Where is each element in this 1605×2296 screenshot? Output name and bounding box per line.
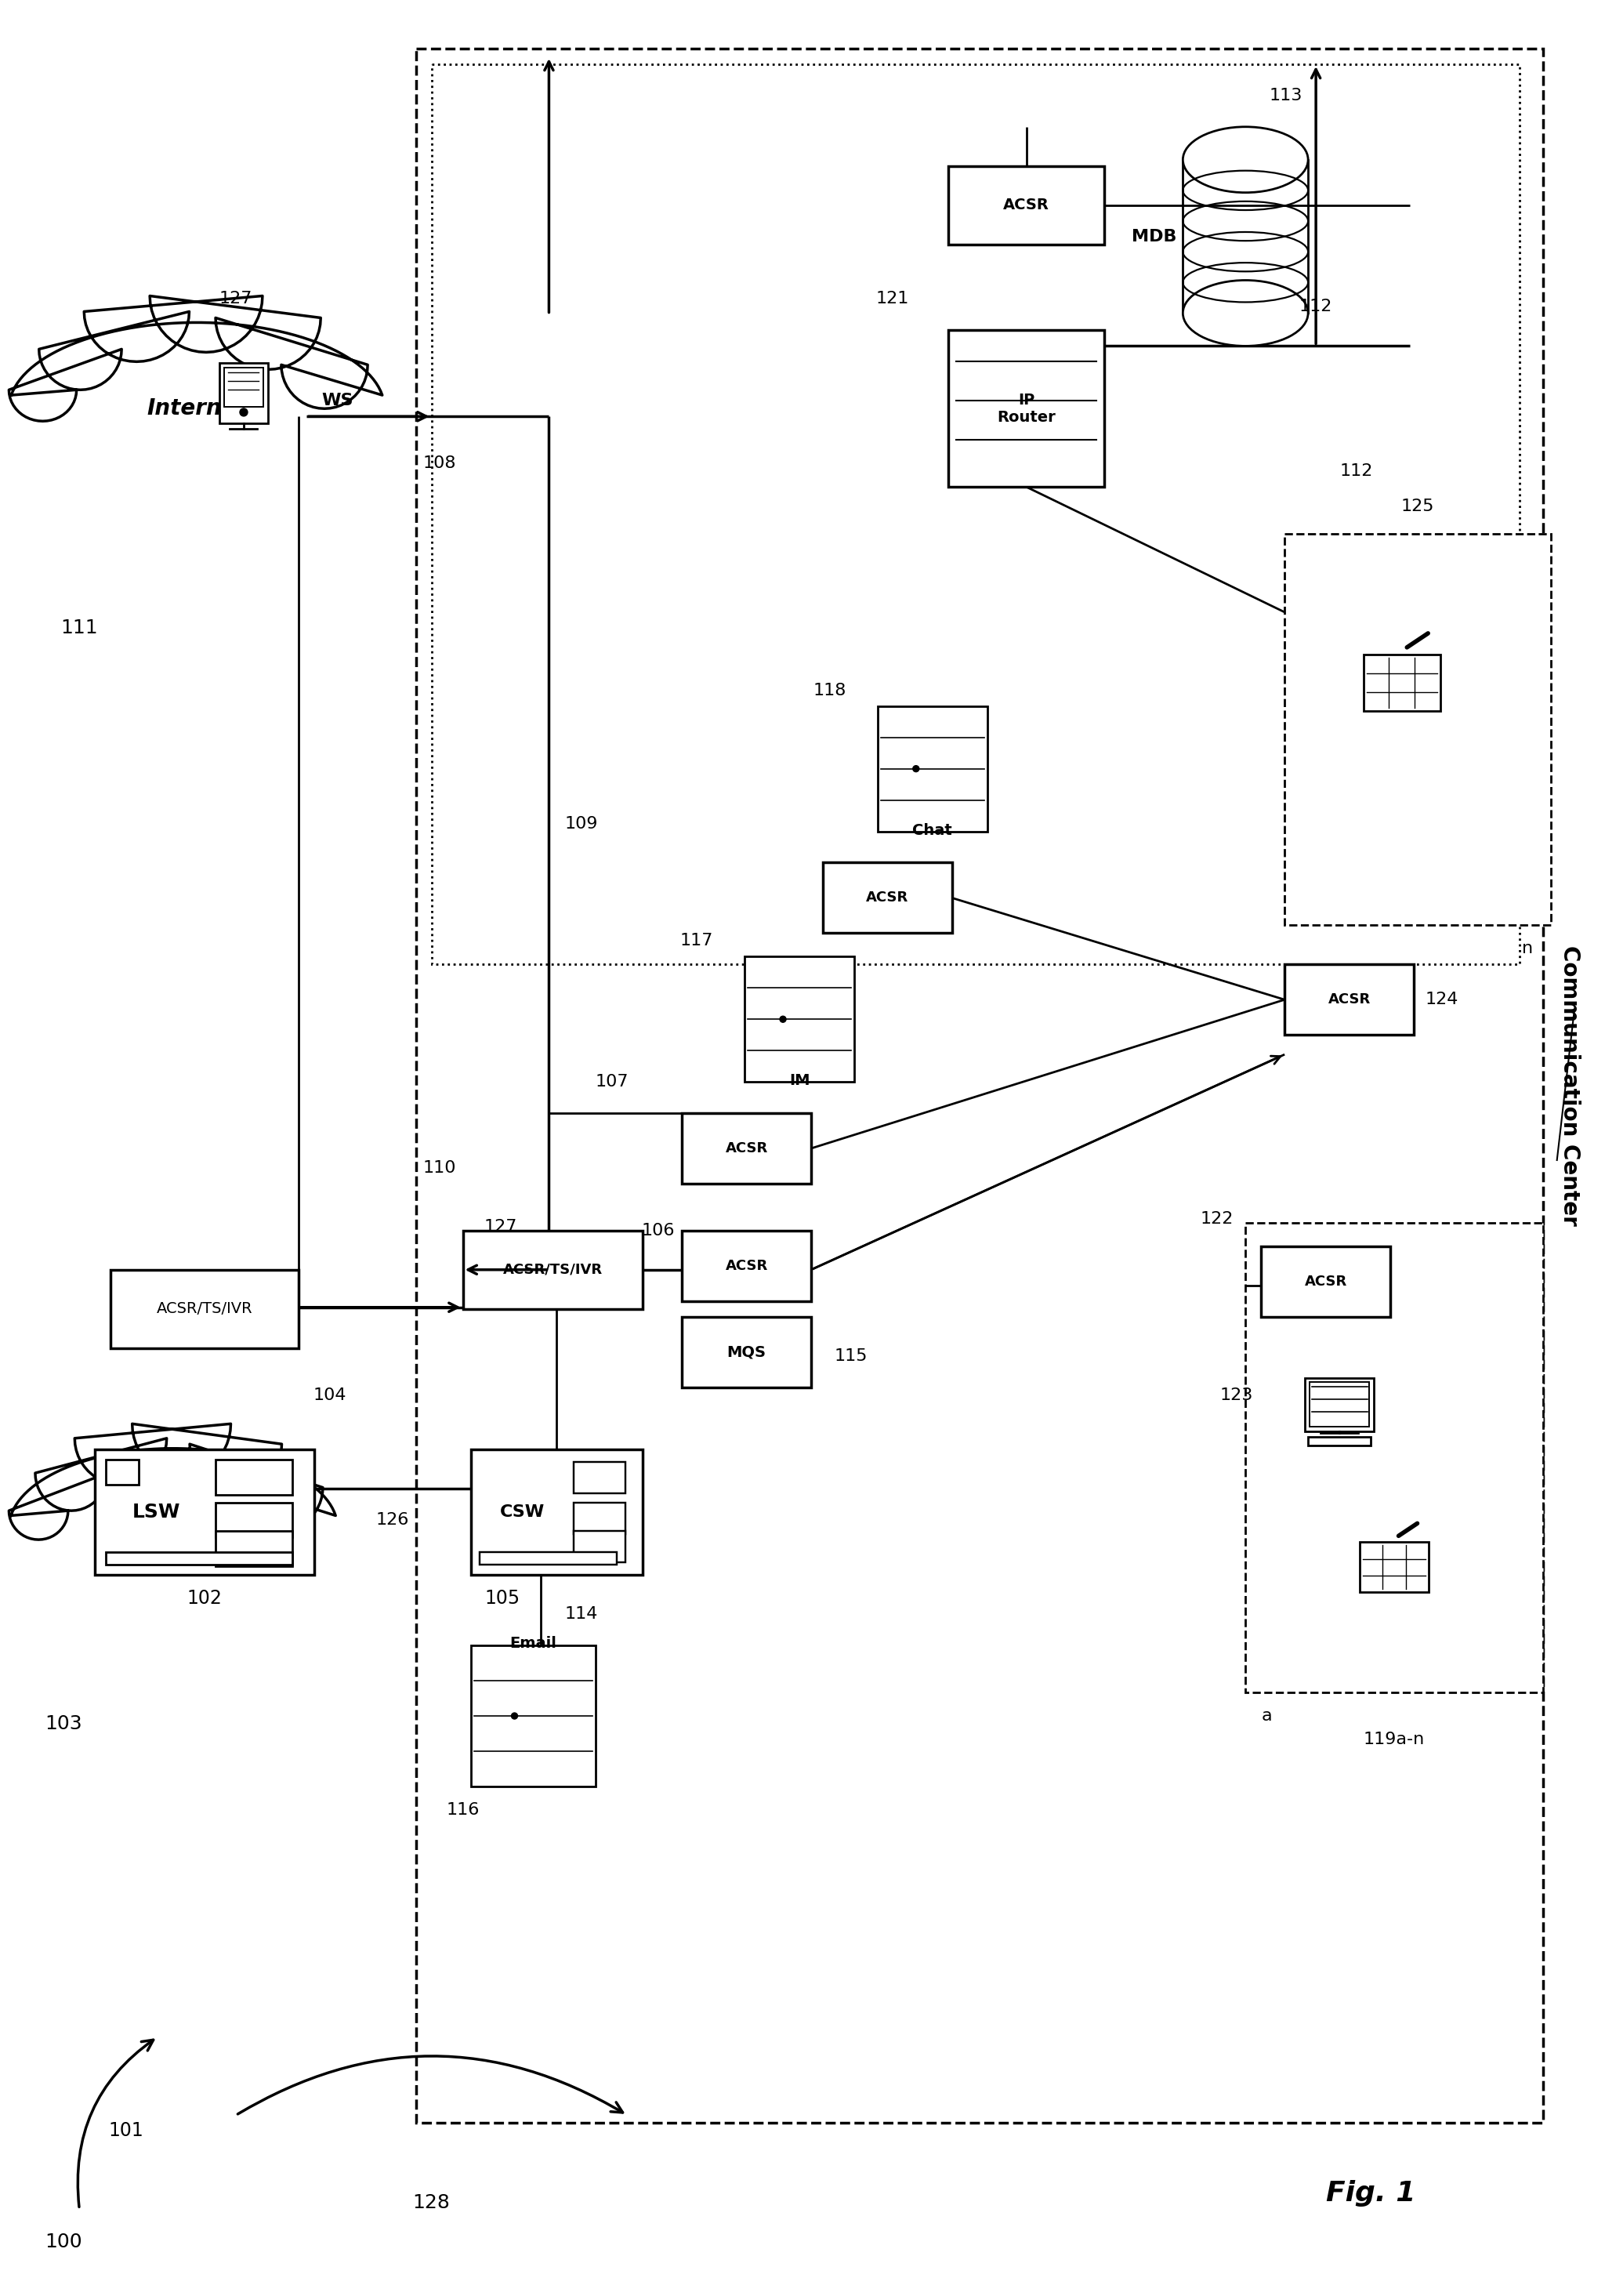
Text: Communication Center: Communication Center	[1558, 946, 1581, 1226]
Text: 114: 114	[565, 1607, 597, 1621]
Text: 110: 110	[422, 1159, 456, 1176]
Bar	[1284, 535, 1550, 925]
Text: IP
Router: IP Router	[997, 393, 1056, 425]
Bar	[1305, 1378, 1374, 1430]
Text: 106: 106	[642, 1224, 676, 1238]
Text: 115: 115	[835, 1348, 868, 1364]
Text: ACSR: ACSR	[725, 1141, 767, 1155]
Bar	[1359, 1543, 1428, 1591]
Bar	[480, 1552, 616, 1566]
Text: 122: 122	[1201, 1210, 1234, 1226]
Bar	[1310, 1382, 1369, 1426]
Text: 123: 123	[1220, 1387, 1254, 1403]
Text: CSW: CSW	[499, 1504, 544, 1520]
Text: 103: 103	[45, 1715, 82, 1733]
Bar	[1183, 161, 1308, 312]
Bar	[432, 64, 1520, 964]
Text: 116: 116	[446, 1802, 480, 1818]
Text: 107: 107	[595, 1075, 628, 1091]
Bar	[682, 1231, 811, 1302]
Bar	[416, 48, 1542, 2124]
Circle shape	[913, 765, 920, 771]
Text: 104: 104	[313, 1387, 347, 1403]
Text: 128: 128	[412, 2193, 451, 2213]
Ellipse shape	[1183, 280, 1308, 347]
Text: 113: 113	[1270, 87, 1302, 103]
Text: 102: 102	[188, 1589, 221, 1607]
Text: MDB: MDB	[1132, 230, 1176, 243]
Text: 112: 112	[1340, 464, 1372, 480]
Bar	[823, 863, 952, 932]
Bar	[575, 1463, 626, 1495]
Text: ACSR: ACSR	[725, 1258, 767, 1272]
Bar	[215, 1531, 292, 1566]
Bar	[1308, 1437, 1371, 1446]
Bar	[470, 1646, 595, 1786]
Bar	[745, 957, 854, 1081]
Bar	[1245, 1224, 1542, 1692]
Ellipse shape	[1183, 126, 1308, 193]
Text: a: a	[1262, 1708, 1271, 1724]
Text: PSTN: PSTN	[141, 1518, 205, 1538]
Bar	[95, 1449, 315, 1575]
Text: 125: 125	[1401, 498, 1435, 514]
Bar	[462, 1231, 644, 1309]
Text: 119a-n: 119a-n	[1364, 1731, 1425, 1747]
Text: 121: 121	[876, 292, 908, 308]
Text: ACSR: ACSR	[1327, 992, 1371, 1006]
Bar	[949, 331, 1104, 487]
Bar	[106, 1552, 292, 1566]
Bar	[682, 1114, 811, 1185]
Text: ACSR/TS/IVR: ACSR/TS/IVR	[157, 1302, 252, 1316]
Text: ACSR: ACSR	[1003, 197, 1050, 214]
Bar	[575, 1531, 626, 1564]
Polygon shape	[10, 296, 382, 420]
Text: Chat: Chat	[913, 822, 952, 838]
Text: 105: 105	[485, 1589, 520, 1607]
Text: ACSR/TS/IVR: ACSR/TS/IVR	[502, 1263, 602, 1277]
Text: ACSR: ACSR	[867, 891, 908, 905]
Text: LSW: LSW	[132, 1504, 180, 1522]
Circle shape	[239, 409, 247, 416]
Bar	[106, 1460, 138, 1486]
Text: Internet: Internet	[146, 397, 247, 420]
Polygon shape	[10, 1424, 335, 1541]
Text: 126: 126	[376, 1513, 409, 1529]
Bar	[215, 1460, 292, 1495]
Circle shape	[780, 1017, 786, 1022]
Text: ACSR: ACSR	[1305, 1274, 1347, 1288]
Bar	[218, 363, 268, 422]
Bar	[1262, 1247, 1390, 1316]
Bar	[1284, 964, 1414, 1035]
Text: Email: Email	[510, 1637, 557, 1651]
Text: WS: WS	[323, 393, 353, 409]
Text: MQS: MQS	[727, 1345, 766, 1359]
Circle shape	[512, 1713, 518, 1720]
Bar	[878, 707, 987, 831]
Bar	[215, 1502, 292, 1538]
Bar	[111, 1270, 299, 1348]
Text: n: n	[1522, 941, 1533, 957]
Text: 117: 117	[681, 932, 713, 948]
Text: 111: 111	[61, 618, 98, 638]
Text: 124: 124	[1425, 992, 1459, 1008]
Bar	[682, 1316, 811, 1387]
Bar	[223, 367, 263, 406]
Text: 112: 112	[1300, 298, 1332, 315]
Text: 100: 100	[45, 2232, 82, 2252]
Text: 127: 127	[483, 1219, 517, 1235]
Text: IM: IM	[790, 1072, 811, 1088]
Text: 127: 127	[220, 292, 252, 308]
Bar	[575, 1502, 626, 1534]
Text: 108: 108	[422, 455, 456, 471]
Text: 118: 118	[814, 682, 846, 698]
Bar	[949, 165, 1104, 243]
Text: Fig. 1: Fig. 1	[1326, 2181, 1416, 2206]
Text: 101: 101	[109, 2122, 144, 2140]
Bar	[470, 1449, 644, 1575]
Text: 109: 109	[565, 815, 599, 831]
Bar	[1363, 654, 1441, 712]
